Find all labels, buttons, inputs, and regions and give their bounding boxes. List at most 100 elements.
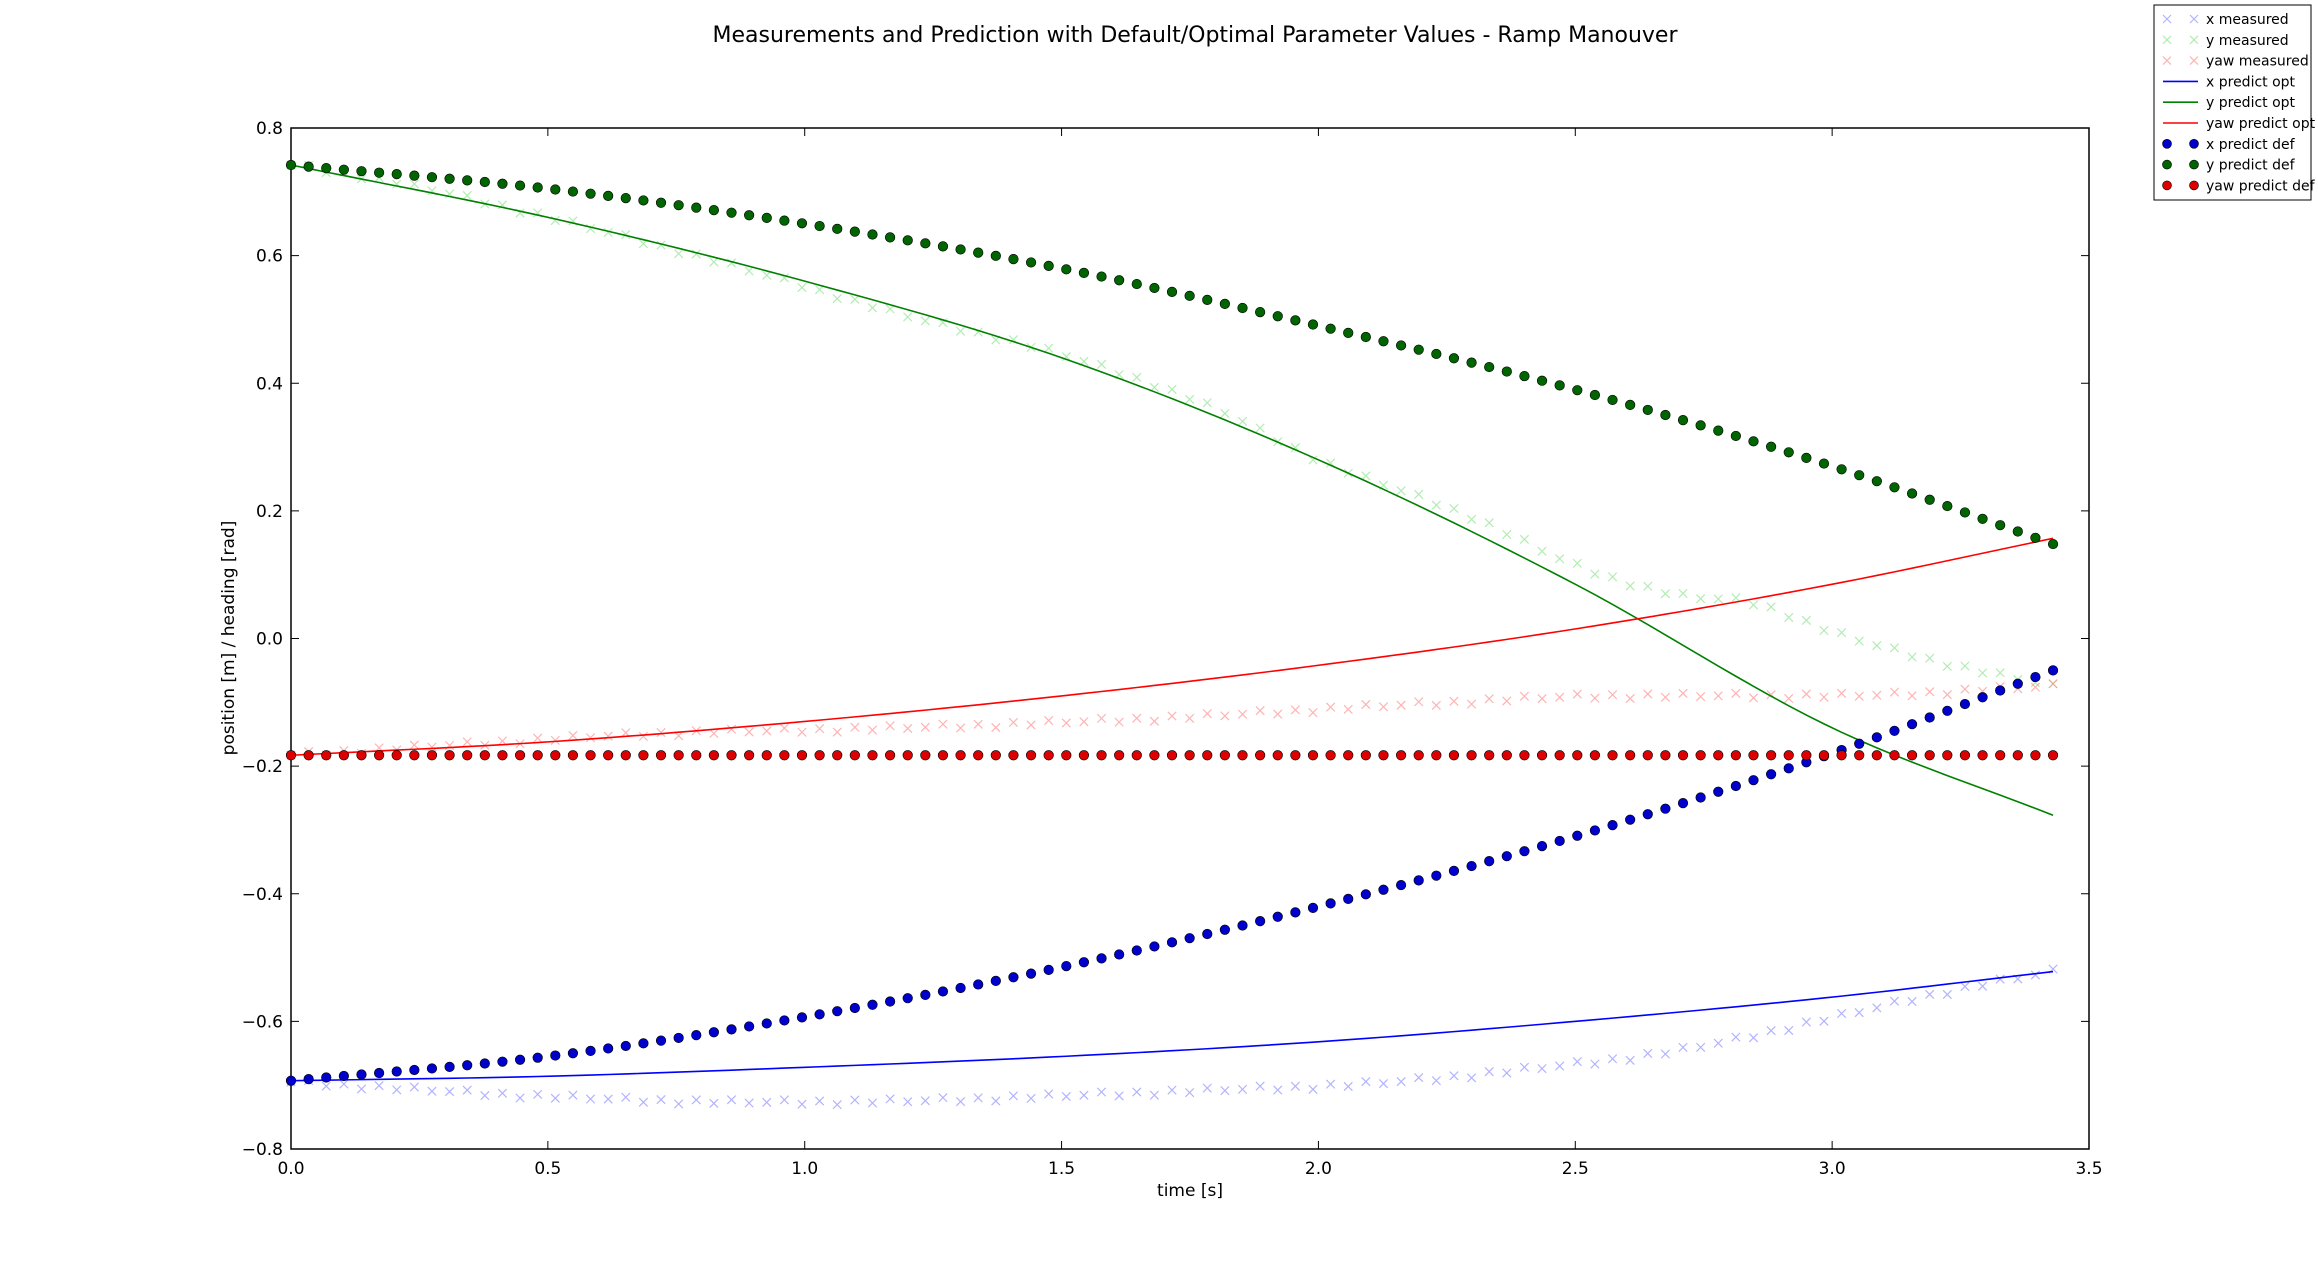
- data-point-yaw-predict-def: [902, 750, 913, 761]
- data-point-x-measured: [2030, 970, 2041, 980]
- data-point-x-measured: [550, 1093, 560, 1103]
- data-point-x-measured: [1202, 1083, 1212, 1093]
- data-point-x-predict-def: [1025, 968, 1037, 979]
- data-point-yaw-predict-def: [1572, 750, 1583, 761]
- data-point-x-predict-def: [1625, 814, 1636, 825]
- data-point-yaw-measured: [1555, 692, 1565, 702]
- data-point-x-measured: [603, 1094, 613, 1104]
- data-point-y-predict-def: [1695, 420, 1706, 431]
- data-point-y-measured: [1625, 581, 1635, 591]
- data-point-y-predict-def: [1589, 389, 1601, 401]
- data-point-x-predict-def: [338, 1070, 349, 1082]
- data-point-yaw-measured: [726, 724, 737, 734]
- series-y-predict-def: [285, 159, 2059, 550]
- x-tick-label: 0.5: [534, 1159, 561, 1179]
- legend-label: y predict opt: [2206, 95, 2296, 111]
- data-point-yaw-predict-def: [1395, 750, 1407, 761]
- data-point-y-measured: [1061, 351, 1071, 362]
- data-point-y-measured: [797, 282, 807, 293]
- data-point-y-predict-def: [1854, 470, 1865, 481]
- data-point-yaw-predict-def: [285, 750, 297, 761]
- series-x-measured: [286, 964, 2058, 1110]
- data-point-y-predict-def: [1290, 315, 1301, 326]
- data-point-y-predict-def: [1448, 353, 1460, 364]
- data-point-y-predict-def: [303, 161, 314, 172]
- data-point-yaw-predict-def: [2012, 750, 2023, 761]
- data-point-x-predict-def: [1889, 725, 1900, 736]
- data-point-yaw-measured: [1660, 692, 1671, 702]
- data-point-y-predict-def: [338, 164, 349, 175]
- data-point-y-measured: [1907, 652, 1917, 662]
- data-point-y-predict-def: [1906, 488, 1918, 499]
- data-point-y-measured: [1696, 593, 1706, 604]
- data-point-x-measured: [656, 1095, 666, 1105]
- data-point-x-measured: [1008, 1091, 1019, 1101]
- data-point-x-predict-def: [1272, 911, 1283, 922]
- data-point-yaw-measured: [1466, 699, 1477, 709]
- data-point-y-predict-def: [1501, 366, 1512, 377]
- data-point-x-measured: [903, 1097, 913, 1107]
- data-point-x-measured: [1784, 1025, 1794, 1036]
- data-point-yaw-measured: [1625, 693, 1635, 704]
- data-point-x-predict-def: [973, 979, 984, 990]
- legend-item-y-predict-def: y predict def: [2162, 158, 2296, 174]
- y-axis-title: position [m] / heading [rad]: [219, 521, 239, 756]
- data-point-x-measured: [1026, 1093, 1036, 1104]
- data-point-yaw-predict-def: [867, 750, 878, 761]
- data-point-y-predict-def: [1871, 476, 1882, 487]
- data-point-y-predict-def: [1766, 441, 1777, 452]
- ticks-layer: 0.0 0.5 1.0 1.5 2.0 2.5 3.0 3.5 −0.8 −0.6 −0.4 −0.2…: [242, 119, 2103, 1179]
- data-point-y-measured: [1942, 661, 1952, 672]
- data-point-yaw-predict-def: [620, 750, 631, 761]
- data-point-yaw-predict-def: [338, 750, 349, 761]
- x-axis-title: time [s]: [1157, 1181, 1223, 1201]
- data-point-x-predict-def: [1695, 792, 1706, 803]
- data-point-x-measured: [1273, 1085, 1283, 1095]
- data-point-yaw-predict-def: [973, 750, 984, 761]
- data-point-yaw-predict-def: [638, 750, 649, 761]
- data-point-y-predict-def: [1237, 302, 1248, 314]
- data-point-y-measured: [1977, 668, 1988, 678]
- data-point-y-predict-def: [990, 250, 1001, 261]
- data-point-x-predict-def: [1343, 893, 1354, 904]
- data-point-y-measured: [1185, 394, 1195, 405]
- data-point-x-predict-def: [673, 1032, 684, 1044]
- data-point-x-measured: [497, 1088, 508, 1098]
- data-point-yaw-predict-def: [708, 750, 719, 761]
- data-point-y-predict-def: [1378, 336, 1389, 347]
- data-point-y-predict-def: [638, 195, 649, 206]
- data-point-x-predict-def: [884, 996, 896, 1007]
- data-point-x-predict-def: [1078, 957, 1090, 968]
- data-point-y-measured: [1449, 503, 1459, 514]
- data-point-yaw-predict-def: [1255, 750, 1266, 761]
- data-point-yaw-predict-def: [1448, 750, 1460, 761]
- legend-label: y measured: [2206, 33, 2289, 49]
- data-point-y-measured: [1396, 486, 1406, 496]
- data-point-yaw-measured: [1713, 691, 1723, 701]
- data-point-y-predict-def: [1096, 271, 1107, 282]
- data-point-yaw-predict-def: [1589, 750, 1601, 761]
- data-point-yaw-measured: [1889, 687, 1900, 697]
- data-point-x-measured: [762, 1097, 772, 1108]
- data-point-x-predict-def: [708, 1027, 719, 1038]
- data-point-yaw-measured: [1836, 688, 1847, 698]
- data-point-x-predict-def: [585, 1045, 596, 1056]
- data-point-x-predict-def: [1677, 798, 1689, 809]
- data-point-x-measured: [533, 1089, 543, 1099]
- data-point-yaw-measured: [1026, 720, 1036, 730]
- data-point-y-predict-def: [814, 220, 825, 232]
- data-point-y-predict-def: [409, 170, 420, 181]
- data-point-yaw-predict-def: [1713, 750, 1724, 761]
- data-point-yaw-predict-def: [1695, 750, 1706, 761]
- data-point-y-predict-def: [1484, 361, 1495, 373]
- data-point-yaw-predict-def: [356, 750, 367, 761]
- data-point-x-measured: [1079, 1090, 1089, 1100]
- data-point-x-predict-def: [1554, 835, 1565, 847]
- data-point-x-predict-def: [1255, 916, 1266, 927]
- legend-item-yaw-measured: yaw measured: [2162, 54, 2309, 70]
- data-point-x-predict-def: [1607, 819, 1618, 831]
- data-point-yaw-predict-def: [391, 750, 402, 761]
- data-point-yaw-predict-def: [1466, 750, 1477, 761]
- data-point-x-measured: [1696, 1042, 1706, 1052]
